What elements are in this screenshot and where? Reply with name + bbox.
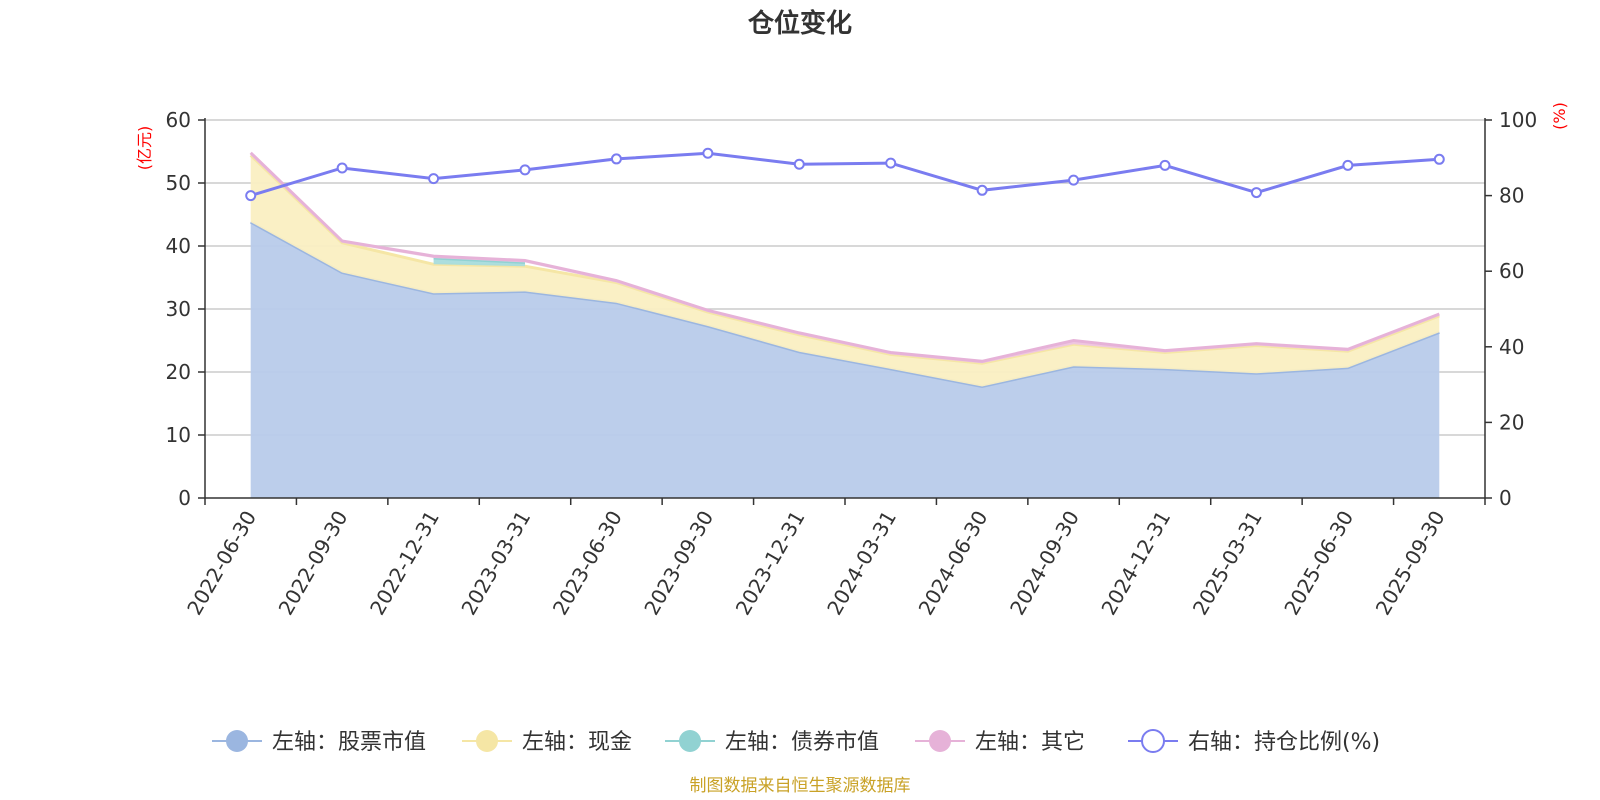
- legend-label: 左轴：债券市值: [725, 730, 879, 755]
- x-tick-label: 2023-03-31: [456, 507, 535, 620]
- x-tick-label: 2025-03-31: [1188, 507, 1267, 620]
- area-line-3: [249, 151, 1440, 363]
- x-tick-label: 2024-03-31: [822, 507, 901, 620]
- x-tick-label: 2025-09-30: [1371, 507, 1450, 620]
- ratio-line: [245, 147, 1445, 202]
- x-tick-label: 2022-06-30: [182, 507, 261, 620]
- left-tick-label: 50: [166, 171, 191, 195]
- right-tick-label: 60: [1499, 259, 1524, 283]
- left-tick-label: 0: [178, 486, 191, 510]
- ratio-point: [428, 173, 440, 185]
- left-tick-label: 20: [166, 360, 191, 384]
- legend-swatch: [679, 730, 701, 752]
- legend: 左轴：股票市值 左轴：现金 左轴：债券市值 左轴：其它 右轴：持仓比例(%): [212, 729, 1380, 755]
- ratio-line-path: [250, 151, 1440, 198]
- right-tick-label: 80: [1499, 184, 1524, 208]
- ratio-point: [1250, 187, 1262, 199]
- ratio-point: [610, 153, 622, 165]
- left-tick-label: 40: [166, 234, 191, 258]
- x-tick-label: 2024-09-30: [1005, 507, 1084, 620]
- legend-label: 左轴：其它: [975, 730, 1085, 755]
- right-tick-label: 0: [1499, 486, 1512, 510]
- right-tick-label: 40: [1499, 335, 1524, 359]
- left-tick-label: 30: [166, 297, 191, 321]
- legend-swatch: [476, 730, 498, 752]
- x-tick-label: 2023-06-30: [548, 507, 627, 620]
- left-axis-unit: (亿元): [135, 126, 154, 171]
- right-tick-label: 100: [1499, 108, 1537, 132]
- legend-swatch: [1141, 729, 1165, 753]
- legend-swatch: [226, 730, 248, 752]
- stacked-areas: [249, 151, 1440, 498]
- legend-swatch: [929, 730, 951, 752]
- legend-label: 右轴：持仓比例(%): [1188, 730, 1380, 755]
- source-note: 制图数据来自恒生聚源数据库: [690, 776, 911, 796]
- ratio-point: [336, 162, 348, 174]
- ratio-point: [1159, 159, 1171, 171]
- x-tick-label: 2024-12-31: [1096, 507, 1175, 620]
- legend-label: 左轴：股票市值: [272, 730, 426, 755]
- ratio-point: [1342, 159, 1354, 171]
- chart-title: 仓位变化: [747, 8, 852, 39]
- right-tick-label: 20: [1499, 410, 1524, 434]
- left-tick-label: 60: [166, 108, 191, 132]
- x-tick-label: 2022-12-31: [365, 507, 444, 620]
- right-axis-unit: (%): [1550, 102, 1569, 130]
- x-tick-label: 2023-09-30: [639, 507, 718, 620]
- ratio-point: [885, 157, 897, 169]
- ratio-point: [702, 147, 714, 159]
- x-tick-label: 2025-06-30: [1279, 507, 1358, 620]
- area-line-0: [249, 220, 1440, 389]
- ratio-point: [976, 184, 988, 196]
- ratio-point: [519, 164, 531, 176]
- x-tick-label: 2023-12-31: [731, 507, 810, 620]
- ratio-point: [245, 190, 257, 202]
- ratio-point: [1433, 153, 1445, 165]
- legend-label: 左轴：现金: [522, 730, 632, 755]
- left-tick-label: 10: [166, 423, 191, 447]
- area-0: [250, 222, 1440, 498]
- ratio-point: [1068, 174, 1080, 186]
- x-tick-label: 2024-06-30: [914, 507, 993, 620]
- area-1: [250, 155, 1440, 387]
- x-tick-label: 2022-09-30: [274, 507, 353, 620]
- ratio-point: [793, 158, 805, 170]
